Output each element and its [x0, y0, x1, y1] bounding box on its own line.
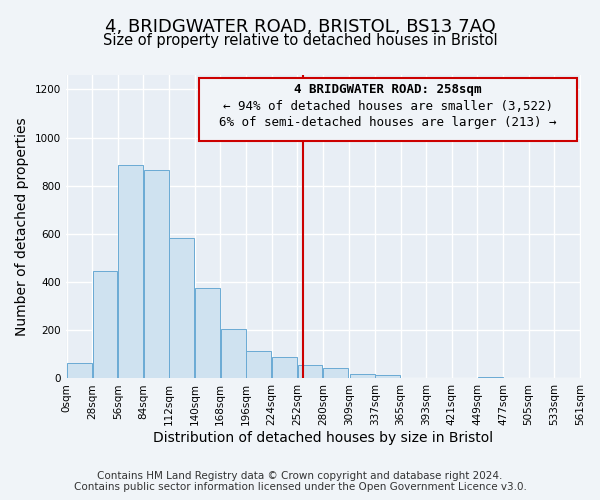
Text: Contains public sector information licensed under the Open Government Licence v3: Contains public sector information licen…	[74, 482, 526, 492]
Bar	[350, 374, 374, 378]
Bar	[298, 365, 322, 378]
Text: 6% of semi-detached houses are larger (213) →: 6% of semi-detached houses are larger (2…	[220, 116, 557, 130]
Bar	[118, 166, 143, 378]
Bar	[272, 357, 297, 378]
Text: Size of property relative to detached houses in Bristol: Size of property relative to detached ho…	[103, 32, 497, 48]
X-axis label: Distribution of detached houses by size in Bristol: Distribution of detached houses by size …	[153, 431, 493, 445]
Text: 4, BRIDGWATER ROAD, BRISTOL, BS13 7AQ: 4, BRIDGWATER ROAD, BRISTOL, BS13 7AQ	[104, 18, 496, 36]
Text: Contains HM Land Registry data © Crown copyright and database right 2024.: Contains HM Land Registry data © Crown c…	[97, 471, 503, 481]
Bar	[246, 351, 271, 378]
Bar	[92, 272, 118, 378]
Bar	[195, 288, 220, 378]
FancyBboxPatch shape	[199, 78, 577, 141]
Bar	[376, 375, 400, 378]
Y-axis label: Number of detached properties: Number of detached properties	[15, 118, 29, 336]
Bar	[169, 238, 194, 378]
Text: ← 94% of detached houses are smaller (3,522): ← 94% of detached houses are smaller (3,…	[223, 100, 553, 112]
Bar	[144, 170, 169, 378]
Bar	[221, 329, 245, 378]
Bar	[323, 368, 348, 378]
Text: 4 BRIDGWATER ROAD: 258sqm: 4 BRIDGWATER ROAD: 258sqm	[295, 82, 482, 96]
Bar	[67, 363, 92, 378]
